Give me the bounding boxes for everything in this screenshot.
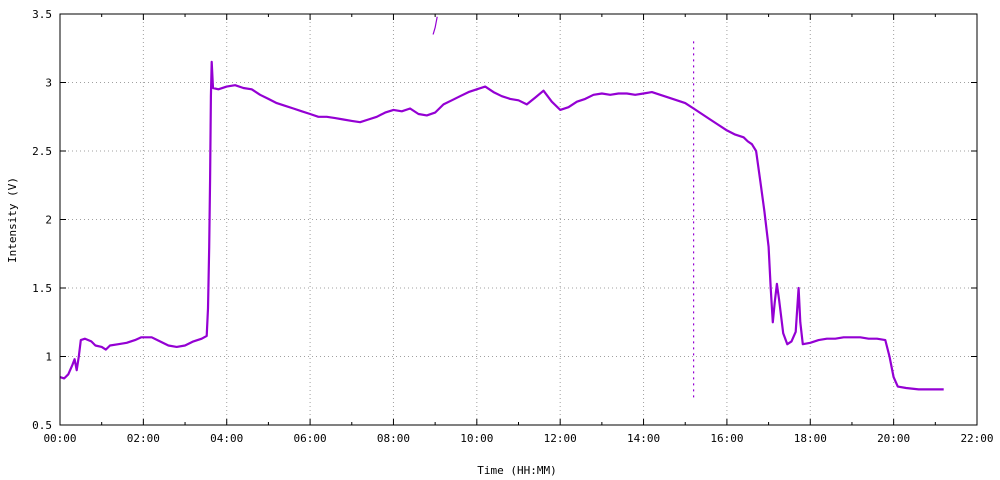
y-tick-label: 1 bbox=[45, 351, 52, 364]
y-tick-label: 3.5 bbox=[32, 8, 52, 21]
x-tick-label: 02:00 bbox=[127, 432, 160, 445]
series-line bbox=[59, 60, 944, 391]
series-layer bbox=[59, 16, 944, 398]
x-tick-label: 08:00 bbox=[377, 432, 410, 445]
x-tick-label: 18:00 bbox=[794, 432, 827, 445]
x-tick-label: 00:00 bbox=[43, 432, 76, 445]
x-tick-label: 12:00 bbox=[544, 432, 577, 445]
series-line bbox=[432, 16, 438, 35]
x-tick-label: 14:00 bbox=[627, 432, 660, 445]
y-tick-label: 3 bbox=[45, 77, 52, 90]
x-tick-label: 20:00 bbox=[877, 432, 910, 445]
y-axis-label: Intensity (V) bbox=[6, 177, 19, 263]
x-axis-label: Time (HH:MM) bbox=[477, 464, 556, 477]
y-tick-label: 0.5 bbox=[32, 419, 52, 432]
tick-marks bbox=[59, 13, 978, 426]
y-tick-label: 2.5 bbox=[32, 145, 52, 158]
y-tick-label: 2 bbox=[45, 214, 52, 227]
y-tick-label: 1.5 bbox=[32, 282, 52, 295]
x-tick-label: 04:00 bbox=[210, 432, 243, 445]
x-tick-label: 16:00 bbox=[710, 432, 743, 445]
x-tick-label: 06:00 bbox=[294, 432, 327, 445]
x-tick-label: 22:00 bbox=[960, 432, 993, 445]
tick-labels: 00:00 02:00 04:00 06:00 08:00 10:00 12:00 14:00… bbox=[32, 8, 993, 445]
x-tick-label: 10:00 bbox=[460, 432, 493, 445]
